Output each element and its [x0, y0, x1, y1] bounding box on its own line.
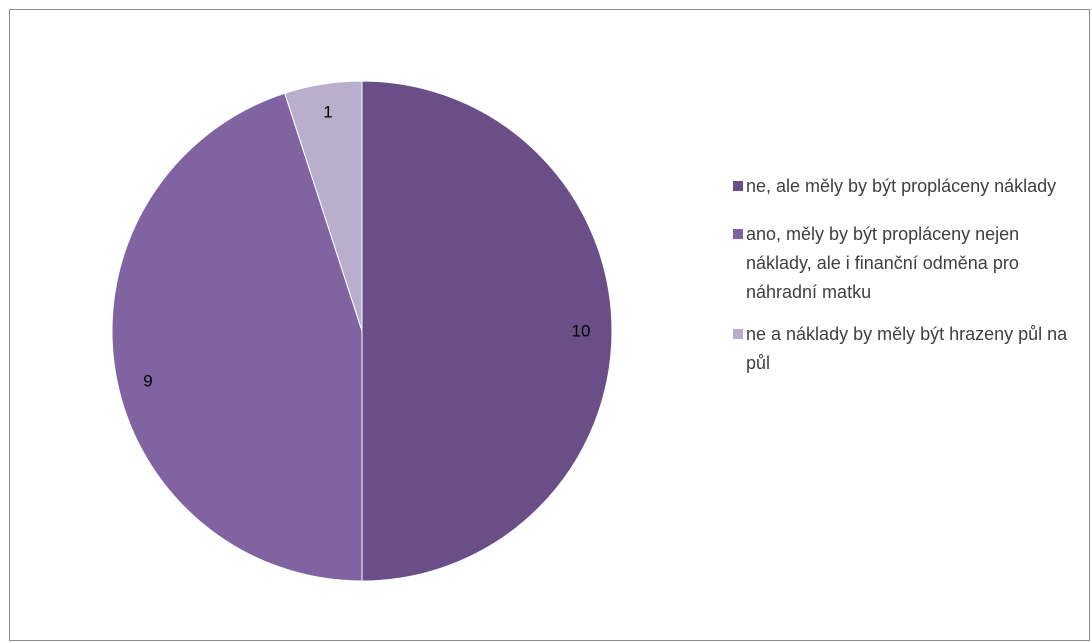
- legend: ne, ale měly by být propláceny náklady a…: [733, 172, 1085, 397]
- legend-swatch-2: [733, 329, 743, 339]
- pie-slices: [111, 80, 613, 582]
- legend-swatch-0: [733, 181, 743, 191]
- pie-slice-1: [111, 92, 363, 582]
- legend-swatch-1: [733, 229, 743, 239]
- legend-label-0: ne, ale měly by být propláceny náklady: [746, 176, 1057, 196]
- legend-item-0: ne, ale měly by být propláceny náklady: [733, 172, 1085, 201]
- legend-label-2: ne a náklady by měly být hrazeny půl na …: [746, 324, 1068, 373]
- pie-slice-2: [284, 80, 363, 332]
- data-label-2: 1: [323, 102, 332, 121]
- data-label-1: 9: [143, 371, 152, 390]
- legend-item-1: ano, měly by být propláceny nejen náklad…: [733, 220, 1085, 307]
- legend-label-1: ano, měly by být propláceny nejen náklad…: [746, 224, 1020, 302]
- data-labels: 10 9 1: [143, 102, 590, 390]
- legend-item-2: ne a náklady by měly být hrazeny půl na …: [733, 320, 1085, 378]
- pie-slice-0: [361, 80, 613, 582]
- data-label-0: 10: [572, 321, 591, 340]
